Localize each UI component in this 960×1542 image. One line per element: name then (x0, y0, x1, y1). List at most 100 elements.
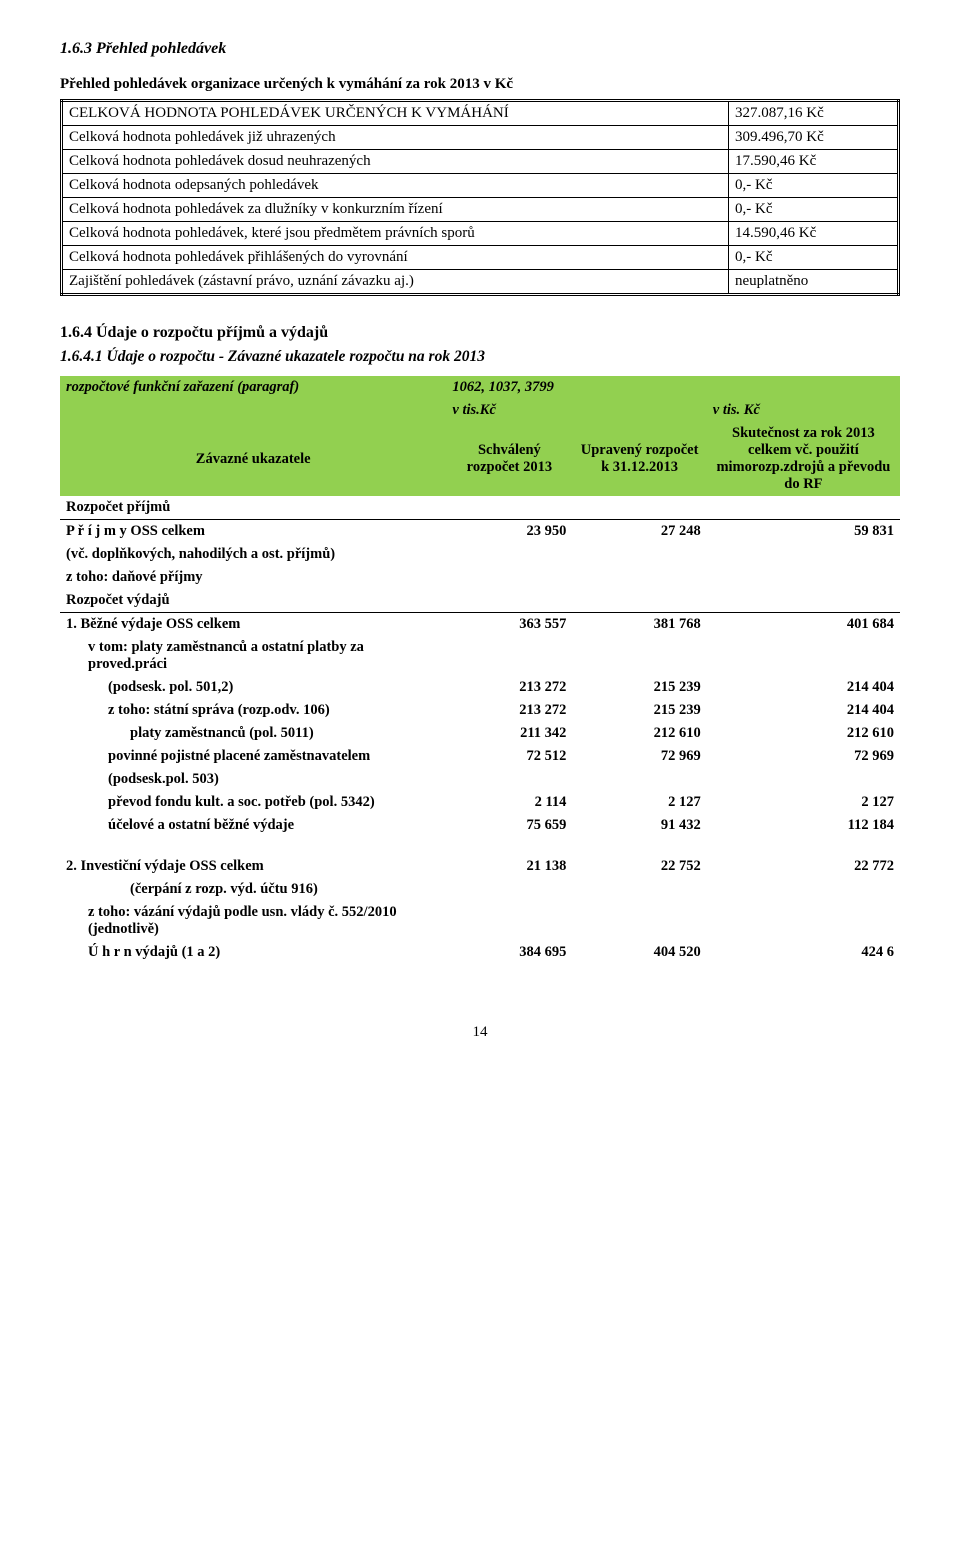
receivable-label: Celková hodnota odepsaných pohledávek (62, 174, 729, 198)
budget-header-left: rozpočtové funkční zařazení (paragraf) (60, 376, 446, 399)
receivable-value: 14.590,46 Kč (729, 222, 899, 246)
receivable-label: Celková hodnota pohledávek za dlužníky v… (62, 198, 729, 222)
table-row: z toho: vázání výdajů podle usn. vlády č… (60, 901, 900, 941)
table-row (60, 837, 900, 855)
budget-cell (572, 878, 706, 901)
budget-row-label: z toho: státní správa (rozp.odv. 106) (60, 699, 446, 722)
receivable-value: 0,- Kč (729, 174, 899, 198)
receivable-value: 17.590,46 Kč (729, 150, 899, 174)
budget-row-label (60, 837, 446, 855)
budget-header-blank (60, 399, 446, 422)
budget-cell: 212 610 (707, 722, 900, 745)
table-row: Celková hodnota pohledávek dosud neuhraz… (62, 150, 899, 174)
table-row: (podsesk. pol. 501,2)213 272215 239214 4… (60, 676, 900, 699)
budget-header-row-2: v tis.Kč v tis. Kč (60, 399, 900, 422)
budget-header-row-1: rozpočtové funkční zařazení (paragraf) 1… (60, 376, 900, 399)
budget-cell (446, 496, 572, 520)
budget-table: rozpočtové funkční zařazení (paragraf) 1… (60, 376, 900, 964)
budget-header-unit-right: v tis. Kč (707, 399, 900, 422)
budget-cell (446, 901, 572, 941)
budget-cell (572, 496, 706, 520)
receivable-label: Celková hodnota pohledávek, které jsou p… (62, 222, 729, 246)
budget-cell: 404 520 (572, 941, 706, 964)
budget-cell: 215 239 (572, 676, 706, 699)
budget-colhead-label: Závazné ukazatele (60, 422, 446, 496)
budget-cell (446, 636, 572, 676)
budget-cell: 2 114 (446, 791, 572, 814)
subsection-heading: 1.6.4 Údaje o rozpočtu příjmů a výdajů (60, 324, 900, 342)
table-row: (podsesk.pol. 503) (60, 768, 900, 791)
budget-cell: 211 342 (446, 722, 572, 745)
budget-row-label: P ř í j m y OSS celkem (60, 520, 446, 544)
budget-cell (707, 496, 900, 520)
budget-cell (707, 566, 900, 589)
budget-cell (572, 901, 706, 941)
budget-cell (707, 837, 900, 855)
budget-cell: 72 512 (446, 745, 572, 768)
receivable-label: Zajištění pohledávek (zástavní právo, uz… (62, 270, 729, 295)
budget-cell: 215 239 (572, 699, 706, 722)
receivable-label: Celková hodnota pohledávek přihlášených … (62, 246, 729, 270)
budget-row-label: z toho: daňové příjmy (60, 566, 446, 589)
budget-cell: 214 404 (707, 699, 900, 722)
table-row: Celková hodnota pohledávek, které jsou p… (62, 222, 899, 246)
budget-cell (707, 901, 900, 941)
receivable-value: 0,- Kč (729, 198, 899, 222)
budget-row-label: (čerpání z rozp. výd. účtu 916) (60, 878, 446, 901)
budget-cell (707, 636, 900, 676)
receivable-value: 309.496,70 Kč (729, 126, 899, 150)
budget-row-label: Ú h r n výdajů (1 a 2) (60, 941, 446, 964)
budget-cell: 22 752 (572, 855, 706, 878)
table-row: 2. Investiční výdaje OSS celkem21 13822 … (60, 855, 900, 878)
budget-cell: 72 969 (572, 745, 706, 768)
table-row: v tom: platy zaměstnanců a ostatní platb… (60, 636, 900, 676)
intro-paragraph: Přehled pohledávek organizace určených k… (60, 76, 900, 93)
budget-row-label: 2. Investiční výdaje OSS celkem (60, 855, 446, 878)
budget-cell: 72 969 (707, 745, 900, 768)
table-row: Celková hodnota pohledávek za dlužníky v… (62, 198, 899, 222)
budget-row-label: účelové a ostatní běžné výdaje (60, 814, 446, 837)
budget-row-label: převod fondu kult. a soc. potřeb (pol. 5… (60, 791, 446, 814)
budget-cell: 381 768 (572, 613, 706, 637)
budget-row-label: v tom: platy zaměstnanců a ostatní platb… (60, 636, 446, 676)
budget-cell (446, 878, 572, 901)
budget-cell: 213 272 (446, 676, 572, 699)
budget-row-label: platy zaměstnanců (pol. 5011) (60, 722, 446, 745)
budget-row-label: Rozpočet příjmů (60, 496, 446, 520)
budget-cell: 363 557 (446, 613, 572, 637)
budget-header-right: 1062, 1037, 3799 (446, 376, 900, 399)
budget-cell (707, 543, 900, 566)
budget-cell: 2 127 (572, 791, 706, 814)
budget-row-label: z toho: vázání výdajů podle usn. vlády č… (60, 901, 446, 941)
receivables-table: CELKOVÁ HODNOTA POHLEDÁVEK URČENÝCH K VY… (60, 99, 900, 296)
budget-cell: 22 772 (707, 855, 900, 878)
budget-cell (572, 636, 706, 676)
section-heading: 1.6.3 Přehled pohledávek (60, 40, 900, 58)
budget-cell: 424 6 (707, 941, 900, 964)
budget-row-label: (vč. doplňkových, nahodilých a ost. příj… (60, 543, 446, 566)
budget-cell (572, 768, 706, 791)
budget-row-label: povinné pojistné placené zaměstnavatelem (60, 745, 446, 768)
receivable-label: Celková hodnota pohledávek již uhrazenýc… (62, 126, 729, 150)
receivable-label: CELKOVÁ HODNOTA POHLEDÁVEK URČENÝCH K VY… (62, 101, 729, 126)
table-row: (vč. doplňkových, nahodilých a ost. příj… (60, 543, 900, 566)
receivable-value: neuplatněno (729, 270, 899, 295)
budget-cell: 214 404 (707, 676, 900, 699)
table-row: účelové a ostatní běžné výdaje75 65991 4… (60, 814, 900, 837)
budget-colhead-c3: Skutečnost za rok 2013 celkem vč. použit… (707, 422, 900, 496)
budget-row-label: Rozpočet výdajů (60, 589, 446, 613)
budget-cell (446, 543, 572, 566)
budget-cell (446, 566, 572, 589)
table-row: Rozpočet výdajů (60, 589, 900, 613)
table-row: Celková hodnota pohledávek již uhrazenýc… (62, 126, 899, 150)
table-row: z toho: daňové příjmy (60, 566, 900, 589)
budget-cell: 384 695 (446, 941, 572, 964)
budget-cell (446, 837, 572, 855)
budget-cell: 75 659 (446, 814, 572, 837)
table-row: Zajištění pohledávek (zástavní právo, uz… (62, 270, 899, 295)
table-row: z toho: státní správa (rozp.odv. 106)213… (60, 699, 900, 722)
budget-cell: 27 248 (572, 520, 706, 544)
table-row: 1. Běžné výdaje OSS celkem363 557381 768… (60, 613, 900, 637)
receivable-value: 327.087,16 Kč (729, 101, 899, 126)
table-row: Ú h r n výdajů (1 a 2)384 695404 520424 … (60, 941, 900, 964)
